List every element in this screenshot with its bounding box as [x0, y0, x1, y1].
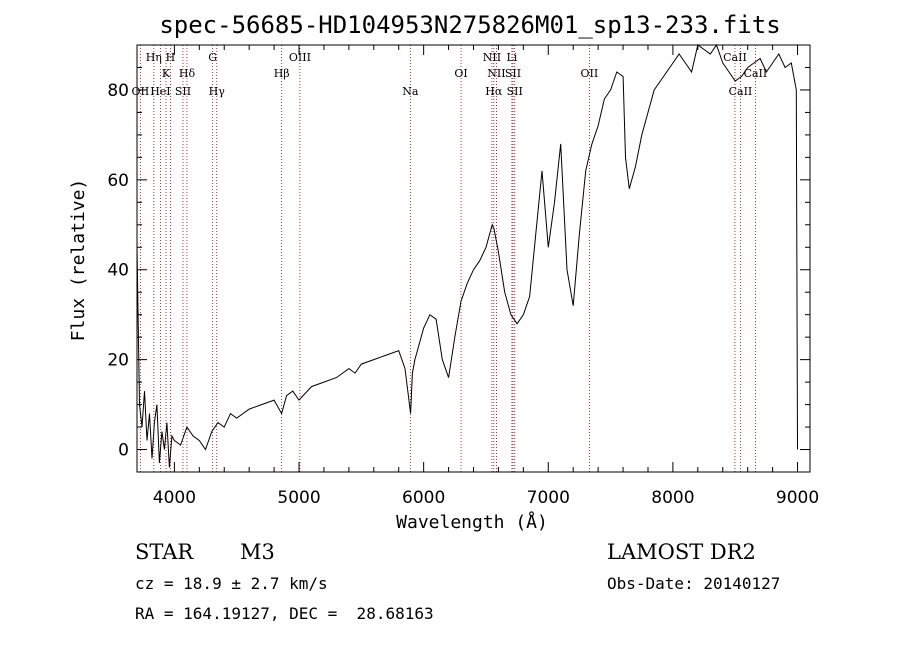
- emission-line-label: CaII: [744, 67, 768, 80]
- y-tick-label: 20: [107, 351, 129, 371]
- emission-line-label: OII: [581, 67, 599, 80]
- emission-line-label: OIII: [289, 51, 311, 64]
- emission-line-label: Hδ: [179, 67, 196, 80]
- y-axis: 0 20 40 60 80: [107, 44, 810, 473]
- emission-line-label: Hβ: [274, 67, 290, 80]
- emission-line-label: SII: [507, 85, 523, 98]
- x-axis-label: Wavelength (Å): [396, 511, 548, 533]
- emission-line-label: NII: [483, 51, 501, 64]
- y-tick-label: 40: [107, 261, 129, 281]
- y-tick-label: 60: [107, 171, 129, 191]
- redshift-cz: cz = 18.9 ± 2.7 km/s: [135, 574, 328, 593]
- emission-line-label: G: [208, 51, 217, 64]
- object-subclass: M3: [240, 540, 275, 564]
- emission-line-label: K: [162, 67, 171, 80]
- emission-line-label: Hη: [146, 51, 162, 64]
- x-tick-label: 5000: [277, 488, 320, 508]
- emission-line-markers: [139, 45, 756, 472]
- emission-line-label: SII: [175, 85, 191, 98]
- emission-line-label: Na: [402, 85, 419, 98]
- x-tick-label: 6000: [402, 488, 445, 508]
- emission-line-label: SII: [505, 67, 521, 80]
- emission-line-label: Hα: [485, 85, 503, 98]
- emission-line-label: Li: [506, 51, 517, 64]
- emission-line-label: CaII: [723, 51, 747, 64]
- x-tick-label: 7000: [527, 488, 570, 508]
- x-tick-label: 8000: [651, 488, 694, 508]
- y-axis-label: Flux (relative): [68, 179, 89, 342]
- observation-date: Obs-Date: 20140127: [607, 574, 781, 593]
- coordinates: RA = 164.19127, DEC = 28.68163: [135, 604, 434, 623]
- emission-line-label: NII: [487, 67, 505, 80]
- spectrum-line: [136, 43, 798, 468]
- object-class: STAR: [135, 540, 194, 564]
- y-tick-label: 0: [118, 441, 129, 461]
- emission-line-label: HeI: [150, 85, 170, 98]
- y-tick-label: 80: [107, 81, 129, 101]
- emission-line-label: CaII: [729, 85, 753, 98]
- chart-title: spec-56685-HD104953N275826M01_sp13-233.f…: [159, 11, 780, 39]
- x-tick-label: 9000: [776, 488, 819, 508]
- emission-line-label: OII: [132, 85, 150, 98]
- emission-line-label: Hγ: [209, 85, 226, 98]
- x-tick-label: 4000: [153, 488, 196, 508]
- emission-line-label: OI: [454, 67, 467, 80]
- plot-frame: [136, 44, 811, 473]
- survey-name: LAMOST DR2: [607, 540, 756, 564]
- x-axis: 4000 5000 6000 7000 8000 9000: [153, 45, 819, 508]
- emission-line-label: H: [166, 51, 176, 64]
